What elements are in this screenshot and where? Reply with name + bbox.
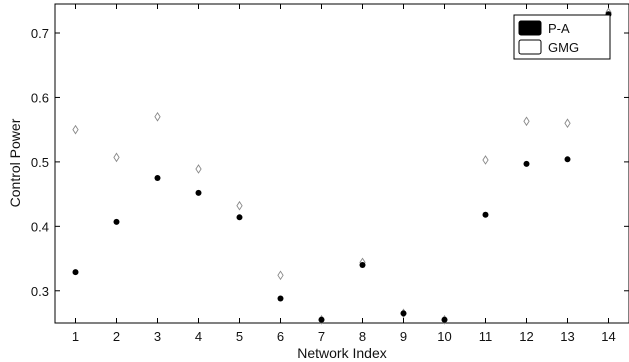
x-tick-label-11: 11: [479, 329, 493, 344]
p-a-point-13: [564, 156, 571, 163]
p-a-point-3: [154, 175, 161, 181]
x-tick-label-1: 1: [72, 329, 79, 344]
x-tick-label-5: 5: [236, 329, 243, 344]
legend: P-A GMG: [513, 14, 611, 60]
x-tick-label-4: 4: [195, 329, 202, 344]
gmg-point-3: [154, 111, 161, 122]
x-tick-label-2: 2: [113, 329, 120, 344]
x-tick-label-10: 10: [437, 329, 451, 344]
x-tick-label-13: 13: [560, 329, 574, 344]
x-tick-label-9: 9: [400, 329, 407, 344]
axis-tick-labels: 1 2 3 4 5 6 7 8 9 10 11 12 13 140.30.40.50.60.7: [31, 26, 616, 344]
p-a-point-10: [441, 316, 448, 323]
p-a-point-12: [523, 160, 530, 167]
gmg-point-1: [72, 124, 79, 135]
p-a-point-5: [236, 214, 243, 221]
x-tick-label-14: 14: [601, 329, 615, 344]
y-tick-label-4: 0.7: [31, 26, 49, 41]
y-tick-label-2: 0.5: [31, 155, 49, 170]
gmg-point-11: [482, 155, 489, 165]
legend-swatch-p-a: [518, 20, 542, 36]
gmg-point-2: [113, 152, 120, 163]
y-axis-label: Control Power: [7, 118, 23, 207]
p-a-point-4: [195, 189, 202, 196]
p-a-point-1: [72, 269, 79, 276]
y-tick-label-3: 0.6: [31, 90, 49, 105]
p-a-point-8: [359, 262, 366, 268]
x-tick-label-12: 12: [519, 329, 533, 344]
gmg-point-13: [564, 118, 571, 129]
legend-label-gmg: GMG: [548, 40, 579, 55]
legend-label-p-a: P-A: [548, 21, 570, 36]
data-markers: [72, 7, 612, 325]
p-a-point-6: [277, 295, 284, 302]
y-tick-label-1: 0.4: [31, 219, 49, 234]
gmg-point-5: [236, 200, 243, 211]
gmg-point-12: [523, 116, 530, 127]
y-tick-label-0: 0.3: [31, 284, 49, 299]
x-axis-label: Network Index: [297, 345, 386, 361]
x-tick-label-3: 3: [154, 329, 161, 344]
x-tick-label-7: 7: [318, 329, 325, 344]
gmg-point-4: [195, 164, 202, 174]
x-tick-label-6: 6: [277, 329, 284, 344]
p-a-point-11: [482, 211, 489, 218]
p-a-point-2: [113, 218, 120, 225]
legend-swatch-gmg: [518, 39, 542, 55]
p-a-point-7: [318, 316, 325, 323]
p-a-point-9: [400, 310, 407, 317]
x-tick-label-8: 8: [359, 329, 366, 344]
gmg-point-6: [277, 270, 284, 281]
